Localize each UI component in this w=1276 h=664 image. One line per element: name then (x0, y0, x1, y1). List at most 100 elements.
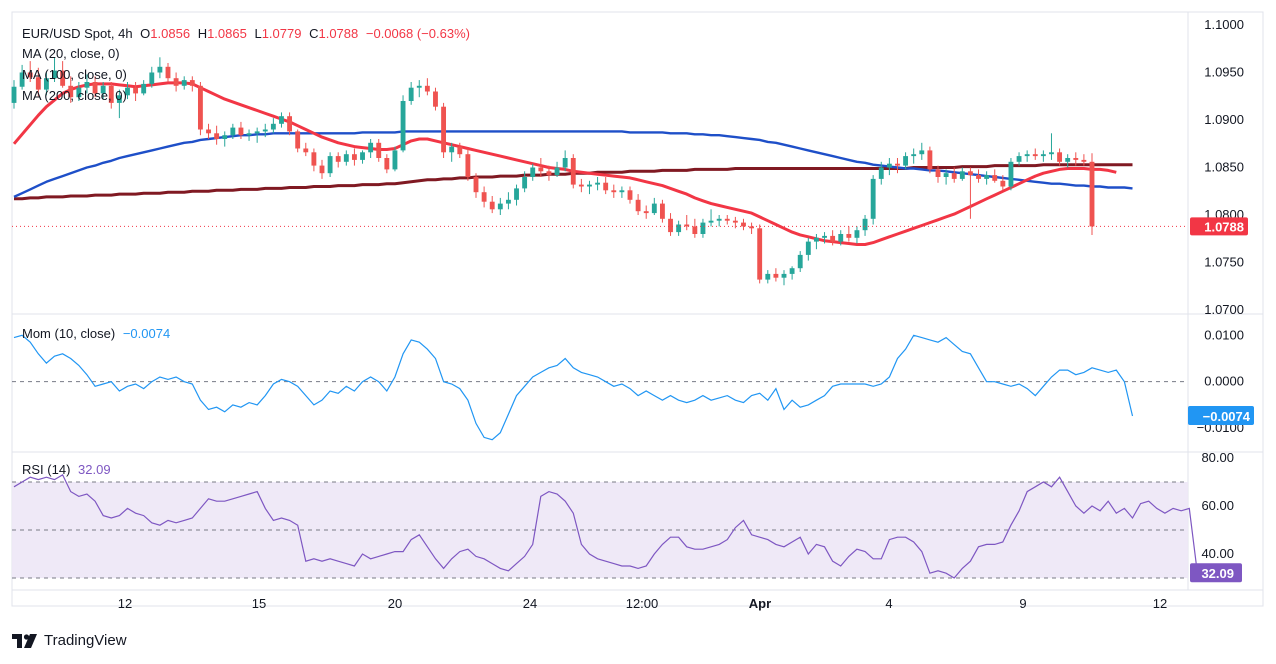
candle (116, 89, 122, 119)
candle (303, 142, 309, 157)
candle (230, 123, 236, 139)
candle-body (522, 177, 528, 189)
candle (765, 270, 771, 284)
candle (27, 61, 33, 82)
candle (578, 178, 584, 193)
candle-body (587, 184, 592, 187)
candle (433, 87, 438, 111)
candle-body (611, 190, 617, 193)
time-tick-label: 4 (885, 596, 892, 611)
candle-body (165, 66, 171, 79)
candle (149, 66, 155, 88)
candle (595, 177, 601, 191)
candle (165, 63, 171, 82)
candle (603, 177, 609, 195)
candle (919, 142, 925, 160)
candle (287, 112, 293, 136)
candle-body (676, 224, 682, 233)
last-price-badge (1190, 217, 1248, 236)
candle-body (19, 72, 25, 87)
rsi-tick-label: 60.00 (1201, 498, 1234, 513)
candle (781, 270, 787, 286)
candle-body (384, 158, 390, 170)
candle (222, 131, 228, 147)
candle-body (976, 175, 981, 179)
candle (587, 180, 592, 195)
candle-body (643, 211, 649, 214)
candle (846, 226, 852, 242)
change-value: −0.0068 (−0.63%) (365, 26, 470, 41)
mom-last-label: −0.0074 (1203, 409, 1251, 424)
candle-body (457, 146, 463, 155)
symbol-label[interactable]: EUR/USD Spot, 4h (22, 26, 133, 41)
candle-body (927, 150, 933, 170)
candle-body (935, 169, 941, 177)
rsi-pane (12, 473, 1198, 579)
candle (943, 169, 949, 185)
candle (700, 218, 706, 238)
ma200-legend[interactable]: MA (200, close, 0) (22, 88, 127, 103)
candle-body (765, 273, 771, 280)
candle-body (424, 85, 430, 92)
candle (886, 158, 892, 176)
candle (319, 159, 325, 179)
ohlc-legend: EUR/USD Spot, 4h O1.0856 H1.0865 L1.0779… (22, 26, 474, 41)
candle (757, 224, 763, 284)
time-tick-label: 20 (388, 596, 402, 611)
candle (197, 82, 203, 136)
candle-body (238, 127, 244, 136)
candle (60, 61, 66, 88)
candle-body (197, 85, 203, 130)
candle (684, 215, 690, 231)
candle (189, 76, 195, 92)
candle (773, 268, 779, 282)
candle (911, 148, 917, 164)
ma100-legend[interactable]: MA (100, close, 0) (22, 67, 127, 82)
candle-body (895, 163, 900, 166)
candle (270, 118, 276, 134)
tradingview-logo[interactable]: TradingView (12, 632, 127, 649)
candle-body (700, 222, 706, 234)
candle (100, 82, 106, 100)
candle-body (343, 154, 349, 162)
ma20-legend[interactable]: MA (20, close, 0) (22, 46, 120, 61)
candle-body (659, 203, 665, 219)
candle (254, 127, 260, 143)
candle-body (319, 165, 325, 174)
candle-body (757, 228, 763, 280)
chart-frame (11, 11, 1264, 607)
candle-body (133, 87, 139, 94)
close-label: C (309, 26, 319, 41)
candle (1073, 152, 1079, 166)
candle (108, 82, 114, 109)
candle (384, 154, 390, 174)
candle-body (11, 86, 17, 103)
candle (246, 129, 252, 141)
candle (238, 121, 244, 139)
candle (651, 197, 657, 215)
candle-body (311, 152, 317, 166)
candle (1089, 153, 1095, 235)
candle (749, 222, 755, 234)
candle-body (376, 142, 382, 158)
candle (1040, 150, 1046, 162)
candle-body (360, 152, 365, 160)
candle-body (1008, 161, 1014, 187)
candle (206, 123, 211, 139)
candle-body (27, 72, 33, 78)
candle (716, 215, 722, 227)
candle-body (351, 154, 357, 160)
mom-legend[interactable]: Mom (10, close) −0.0074 (22, 326, 174, 341)
candle (408, 82, 414, 105)
candle-body (222, 135, 228, 139)
open-label: O (140, 26, 151, 41)
candle (392, 146, 398, 172)
candle-body (189, 80, 195, 86)
candle (546, 165, 552, 181)
candle (400, 95, 406, 153)
momentum-pane (12, 334, 1188, 441)
candle (489, 196, 495, 214)
rsi-legend[interactable]: RSI (14) 32.09 (22, 462, 115, 477)
rsi-title: RSI (14) (22, 462, 71, 477)
